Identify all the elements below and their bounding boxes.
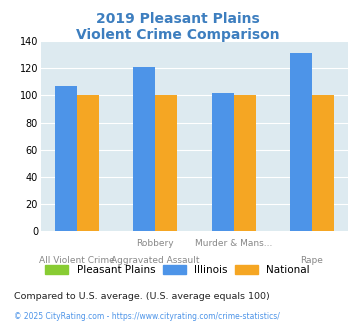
Text: Murder & Mans...: Murder & Mans... <box>195 239 272 248</box>
Bar <box>133 67 155 231</box>
Bar <box>77 95 99 231</box>
Bar <box>312 95 334 231</box>
Legend: Pleasant Plains, Illinois, National: Pleasant Plains, Illinois, National <box>41 261 314 280</box>
Text: Rape: Rape <box>301 256 323 265</box>
Text: © 2025 CityRating.com - https://www.cityrating.com/crime-statistics/: © 2025 CityRating.com - https://www.city… <box>14 312 280 321</box>
Bar <box>155 95 177 231</box>
Bar <box>290 53 312 231</box>
Text: 2019 Pleasant Plains: 2019 Pleasant Plains <box>95 12 260 25</box>
Text: Robbery: Robbery <box>136 239 174 248</box>
Text: Aggravated Assault: Aggravated Assault <box>111 256 200 265</box>
Text: Compared to U.S. average. (U.S. average equals 100): Compared to U.S. average. (U.S. average … <box>14 292 270 301</box>
Bar <box>55 86 77 231</box>
Text: Violent Crime Comparison: Violent Crime Comparison <box>76 28 279 42</box>
Text: All Violent Crime: All Violent Crime <box>39 256 115 265</box>
Bar <box>212 93 234 231</box>
Bar <box>234 95 256 231</box>
